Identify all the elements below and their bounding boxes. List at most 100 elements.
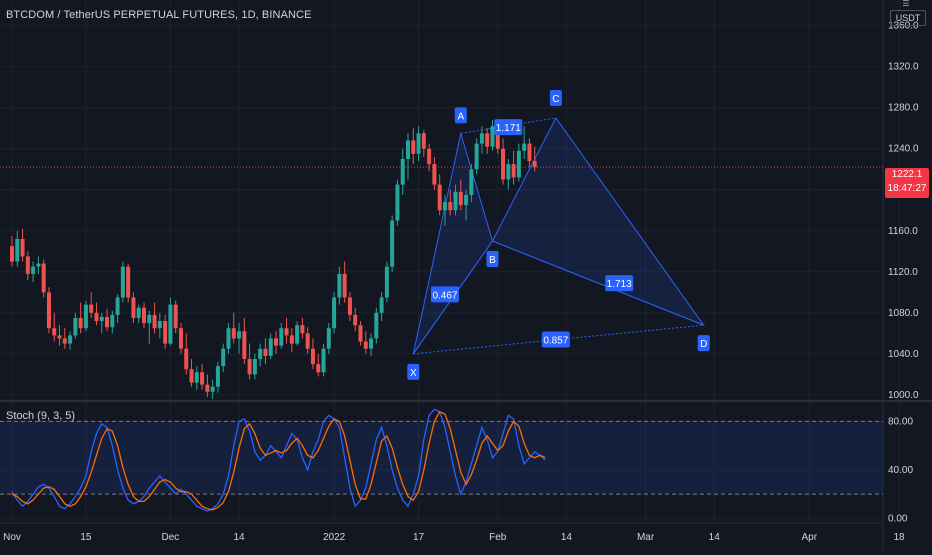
time-axis-tick: Mar <box>637 532 655 543</box>
candle <box>316 353 321 377</box>
candle-body <box>25 256 30 274</box>
candle-body <box>15 238 20 262</box>
candle <box>332 292 337 334</box>
candle-body <box>411 140 416 154</box>
candle <box>200 364 205 390</box>
candle <box>184 333 189 375</box>
candle <box>369 333 374 356</box>
candle-body <box>316 364 321 373</box>
stoch-series-k <box>11 408 546 512</box>
candle <box>506 158 511 190</box>
candle <box>516 143 521 182</box>
candle <box>142 302 146 329</box>
candle <box>305 327 310 354</box>
candle <box>252 353 257 380</box>
candle <box>384 261 389 303</box>
candle-body <box>295 325 300 344</box>
candle-body <box>437 184 442 211</box>
candle <box>511 150 516 185</box>
candle <box>363 331 368 354</box>
candle <box>474 138 479 175</box>
currency-button[interactable]: USDT <box>890 10 926 26</box>
candle <box>485 128 490 154</box>
candle <box>94 302 99 326</box>
current-price-tag: 1222.1 18:47:27 <box>885 168 929 198</box>
candle-body <box>52 328 57 336</box>
bar-countdown: 18:47:27 <box>887 183 927 194</box>
candle <box>46 287 51 334</box>
candle <box>120 261 125 303</box>
pattern-point-a: A <box>457 111 464 122</box>
candle <box>453 184 458 216</box>
candle <box>226 323 231 354</box>
candle-body <box>99 316 104 322</box>
candle <box>427 143 432 172</box>
candle-body <box>268 338 273 356</box>
candle <box>300 317 305 339</box>
candle-body <box>305 333 310 349</box>
candle <box>421 130 426 157</box>
candle <box>490 120 495 151</box>
candle-body <box>432 164 437 185</box>
candle-body <box>136 307 141 318</box>
candle-body <box>321 348 326 373</box>
chart-menu-icon[interactable]: ☰ <box>902 0 910 8</box>
candle <box>15 230 20 267</box>
candle-body <box>221 348 226 367</box>
candle-body <box>252 358 257 375</box>
candle <box>342 261 347 303</box>
candle-body <box>120 266 125 298</box>
candle <box>78 302 83 334</box>
candle <box>194 366 199 390</box>
candle <box>173 300 178 334</box>
candle <box>268 333 273 359</box>
candle-body <box>163 321 168 344</box>
candle <box>215 362 220 393</box>
candle <box>390 215 395 272</box>
candle <box>289 328 294 352</box>
candle <box>258 343 263 367</box>
candle-body <box>62 338 67 344</box>
candle-body <box>464 194 469 206</box>
pattern-point-d-box <box>697 335 710 352</box>
candle-body <box>173 304 178 329</box>
candle-body <box>400 158 405 185</box>
candle-body <box>36 263 41 267</box>
candle-body <box>89 304 94 313</box>
candle <box>36 256 41 274</box>
candle-body <box>353 314 358 326</box>
candle-body <box>157 321 162 329</box>
candle-body <box>105 316 110 328</box>
candle <box>242 317 247 365</box>
candle <box>152 302 157 334</box>
candle <box>136 304 141 324</box>
candle-body <box>83 304 88 329</box>
candle <box>295 321 300 346</box>
indicator-label[interactable]: Stoch (9, 3, 5) <box>6 410 76 422</box>
candle-body <box>279 328 284 346</box>
pattern-ratio-box <box>541 331 570 348</box>
candle-body <box>215 366 220 387</box>
candle-body <box>427 148 432 165</box>
candle-body <box>442 202 447 211</box>
pattern-point-d: D <box>700 339 707 350</box>
stoch-axis-tick: 40.00 <box>888 465 913 476</box>
pattern-triangle-xab <box>412 133 494 355</box>
price-axis-tick: 1160.0 <box>888 226 918 237</box>
pattern-point-a-box <box>454 107 467 124</box>
price-axis-tick: 1120.0 <box>888 267 918 278</box>
candle-body <box>347 297 352 315</box>
time-axis-tick: Apr <box>801 532 817 543</box>
candle <box>147 310 152 344</box>
candle <box>284 317 289 344</box>
candle <box>263 338 268 365</box>
candle <box>400 148 405 195</box>
candle-body <box>168 304 173 344</box>
stoch-series-d <box>11 410 546 511</box>
candle-body <box>384 266 389 298</box>
candle <box>57 325 62 346</box>
candle <box>10 235 14 267</box>
candle-body <box>46 292 51 329</box>
